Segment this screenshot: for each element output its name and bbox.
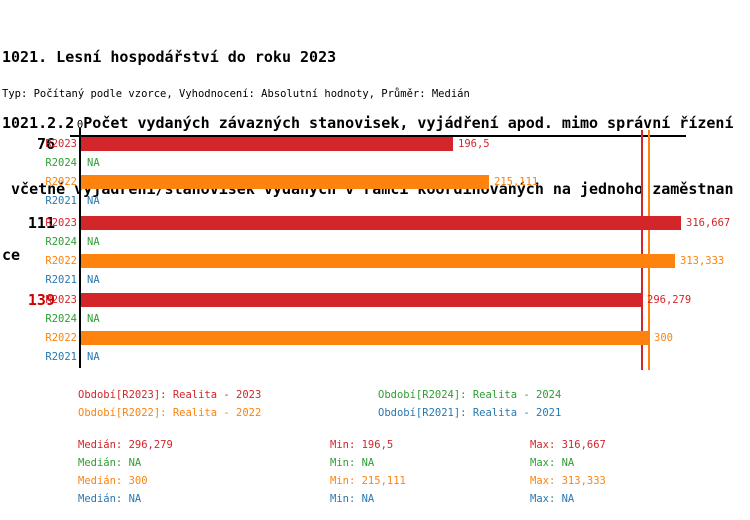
chart-row: R2024 NA: [0, 312, 750, 326]
x-axis-line: [70, 135, 686, 137]
row-series-label: R2024: [45, 157, 77, 169]
row-series-label: R2022: [45, 332, 77, 344]
legend-item-r2021: Období[R2021]: Realita - 2021: [378, 407, 562, 419]
chart-row: R2024 NA: [0, 156, 750, 170]
chart-row: 76 R2023 196,5: [0, 135, 750, 153]
na-value-label: NA: [87, 313, 100, 325]
group-category-label: 76: [36, 135, 55, 153]
chart-row: R2024 NA: [0, 235, 750, 249]
chart-row: R2022 300: [0, 331, 750, 345]
x-axis-zero-tick-label: 0: [76, 119, 84, 131]
bar-value-label: 300: [654, 332, 673, 344]
chart-row: R2022 313,333: [0, 254, 750, 268]
row-series-label: R2021: [45, 351, 77, 363]
chart-row: R2021 NA: [0, 194, 750, 208]
stat-median-r2021: Medián: NA: [78, 493, 142, 505]
na-value-label: NA: [87, 351, 100, 363]
na-value-label: NA: [87, 195, 100, 207]
stat-max-r2021: Max: NA: [530, 493, 575, 505]
stat-median-r2022: Medián: 300: [78, 475, 148, 487]
group-category-label: 111: [27, 214, 55, 232]
row-series-label: R2023: [45, 138, 77, 150]
na-value-label: NA: [87, 236, 100, 248]
row-series-label: R2021: [45, 274, 77, 286]
row-series-label: R2023: [45, 294, 77, 306]
chart-row: R2021 NA: [0, 350, 750, 364]
bar-value-label: 313,333: [680, 255, 725, 267]
bar-r2023: [81, 293, 642, 307]
chart-meta-line: Typ: Počítaný podle vzorce, Vyhodnocení:…: [2, 88, 470, 100]
bar-value-label: 196,5: [458, 138, 490, 150]
chart-title-line2: 1021.2.2 Počet vydaných závazných stanov…: [2, 114, 734, 132]
bar-r2022: [81, 254, 675, 268]
row-series-label: R2022: [45, 176, 77, 188]
chart-row: R2022 215,111: [0, 175, 750, 189]
chart-row: 139 R2023 296,279: [0, 291, 750, 309]
bar-value-label: 215,111: [494, 176, 539, 188]
stat-min-r2024: Min: NA: [330, 457, 375, 469]
legend-item-r2022: Období[R2022]: Realita - 2022: [78, 407, 262, 419]
chart-title-line1: 1021. Lesní hospodářství do roku 2023: [2, 48, 337, 66]
bar-value-label: 296,279: [647, 294, 692, 306]
median-refline-r2022: [648, 130, 650, 370]
bar-r2022: [81, 175, 489, 189]
stat-min-r2023: Min: 196,5: [330, 439, 394, 451]
group-category-label-highlighted: 139: [27, 291, 55, 309]
legend-item-r2023: Období[R2023]: Realita - 2023: [78, 389, 262, 401]
legend-item-r2024: Období[R2024]: Realita - 2024: [378, 389, 562, 401]
row-series-label: R2024: [45, 236, 77, 248]
bar-r2023: [81, 216, 681, 230]
stat-min-r2022: Min: 215,111: [330, 475, 406, 487]
bar-r2022: [81, 331, 649, 345]
chart-row: R2021 NA: [0, 273, 750, 287]
row-series-label: R2021: [45, 195, 77, 207]
stat-max-r2023: Max: 316,667: [530, 439, 606, 451]
median-refline-r2023: [641, 130, 643, 370]
na-value-label: NA: [87, 274, 100, 286]
chart-row: 111 R2023 316,667: [0, 214, 750, 232]
na-value-label: NA: [87, 157, 100, 169]
y-axis-line: [79, 128, 81, 368]
stat-min-r2021: Min: NA: [330, 493, 375, 505]
stat-median-r2024: Medián: NA: [78, 457, 142, 469]
row-series-label: R2023: [45, 217, 77, 229]
row-series-label: R2022: [45, 255, 77, 267]
chart-title-line4: ce: [2, 246, 21, 264]
bar-r2023: [81, 137, 453, 151]
row-series-label: R2024: [45, 313, 77, 325]
stat-median-r2023: Medián: 296,279: [78, 439, 173, 451]
stat-max-r2024: Max: NA: [530, 457, 575, 469]
stat-max-r2022: Max: 313,333: [530, 475, 606, 487]
bar-value-label: 316,667: [686, 217, 731, 229]
